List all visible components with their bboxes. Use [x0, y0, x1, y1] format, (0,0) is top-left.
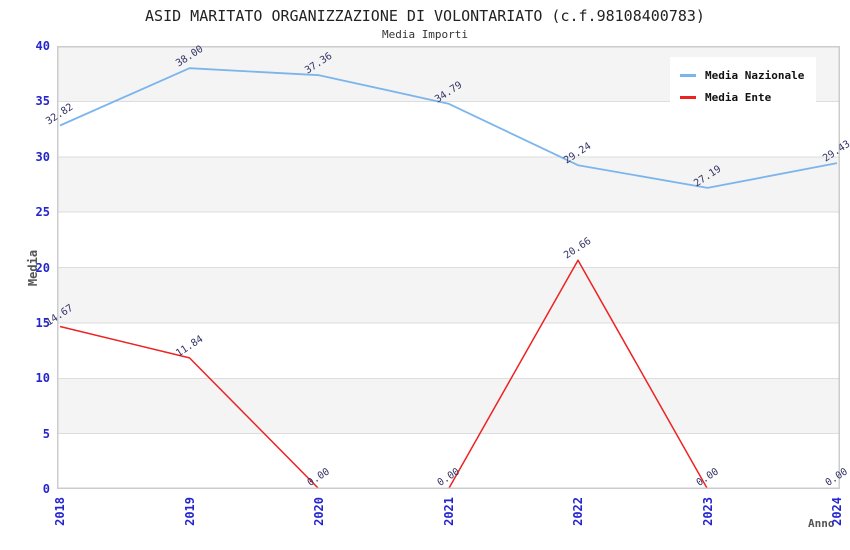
- plot-band: [57, 156, 840, 213]
- legend-item[interactable]: Media Nazionale: [680, 64, 804, 86]
- plot-area: 32.82 38.00 37.36 34.79 29.24 27.19 29.43 14.67…: [44, 44, 850, 489]
- y-tick-label: 40: [35, 39, 50, 53]
- plot-band: [57, 378, 840, 434]
- x-tick-label: 2024: [830, 497, 844, 526]
- legend-line-swatch-icon: [680, 95, 696, 99]
- legend-label: Media Ente: [705, 90, 772, 104]
- legend-item[interactable]: Media Ente: [680, 86, 804, 108]
- y-tick-label: 25: [35, 205, 50, 220]
- x-tick-label: 2021: [441, 497, 456, 526]
- chart-subtitle: Media Importi: [381, 28, 469, 41]
- legend: Media Nazionale Media Ente: [670, 57, 817, 115]
- y-tick-label: 5: [42, 426, 50, 441]
- x-tick-label: 2020: [312, 497, 326, 526]
- chart-title: ASID MARITATO ORGANIZZAZIONE DI VOLONTAR…: [145, 7, 705, 25]
- plot-border: [57, 46, 840, 489]
- legend-line-swatch-icon: [680, 73, 696, 77]
- y-tick-label: 0: [42, 482, 50, 496]
- x-tick-label: 2022: [571, 497, 585, 526]
- x-axis-title: Anno: [808, 517, 835, 530]
- y-tick-label: 30: [35, 149, 50, 164]
- x-tick-label: 2019: [182, 497, 197, 526]
- plot-band: [57, 267, 840, 323]
- plot-canvas: [57, 46, 840, 489]
- y-tick-label: 35: [35, 94, 50, 109]
- y-tick-label: 10: [35, 371, 50, 386]
- y-tick-label: 15: [35, 315, 50, 330]
- series-line-media-nazionale: [59, 67, 838, 189]
- legend-label: Media Nazionale: [705, 68, 805, 82]
- x-tick-label: 2018: [53, 497, 67, 526]
- series-line-media-ente: [59, 259, 837, 489]
- y-tick-label: 20: [35, 260, 50, 275]
- x-tick-label: 2023: [700, 497, 715, 526]
